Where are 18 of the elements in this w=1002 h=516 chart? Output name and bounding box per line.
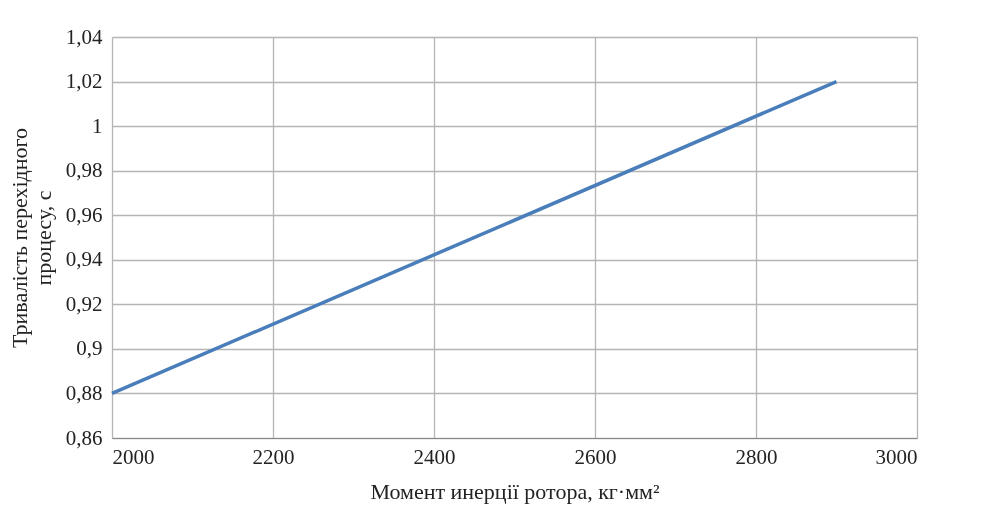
y-tick-label: 0,88	[65, 380, 103, 405]
y-tick-label: 0,9	[76, 336, 103, 361]
y-tick-label: 0,96	[65, 202, 103, 227]
x-axis-title: Момент инерції ротора, кг·мм²	[370, 478, 661, 504]
y-tick-label: 1,04	[65, 24, 103, 49]
y-axis-title: Тривалість перехідного процесу, с	[6, 128, 56, 348]
x-tick-label: 2200	[252, 444, 295, 469]
y-tick-label: 1	[92, 113, 103, 138]
y-tick-label: 0,92	[65, 291, 103, 316]
x-tick-label: 2800	[735, 444, 778, 469]
y-tick-label: 0,94	[65, 247, 103, 272]
x-tick-label: 2400	[413, 444, 456, 469]
x-tick-label: 3000	[875, 444, 918, 469]
y-tick-label: 0,86	[65, 425, 103, 450]
y-tick-label: 1,02	[65, 69, 103, 94]
x-tick-label: 2000	[112, 444, 155, 469]
x-tick-label: 2600	[574, 444, 617, 469]
y-tick-label: 0,98	[65, 158, 103, 183]
